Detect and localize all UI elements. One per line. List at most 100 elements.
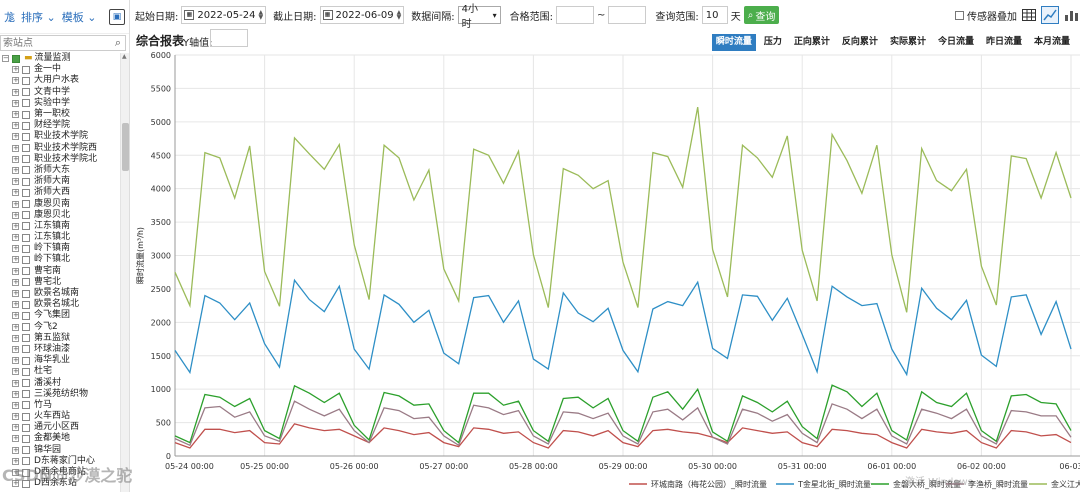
range-min-input[interactable] [556, 6, 594, 24]
range-max-input[interactable] [608, 6, 647, 24]
tree-checkbox[interactable] [22, 255, 30, 264]
expand-icon[interactable]: + [12, 389, 19, 398]
tree-item[interactable]: + 欧景名城南 [0, 288, 120, 299]
tree-checkbox[interactable] [22, 244, 30, 253]
tree-checkbox[interactable] [22, 188, 30, 197]
expand-icon[interactable]: + [12, 445, 19, 454]
tree-checkbox[interactable] [22, 222, 30, 231]
sidebar-toolbar-item[interactable]: 尨 [4, 10, 15, 24]
tree-item[interactable]: + 潘溪村 [0, 377, 120, 388]
tree-item[interactable]: + 岭下镇南 [0, 243, 120, 254]
expand-icon[interactable]: + [12, 300, 19, 309]
expand-icon[interactable]: + [12, 177, 19, 186]
tree-checkbox[interactable] [22, 65, 30, 74]
expand-icon[interactable]: + [12, 76, 19, 85]
metric-tab[interactable]: 昨日流量 [985, 37, 1022, 47]
expand-icon[interactable]: + [12, 367, 19, 376]
legend-entry[interactable]: T金星北街_瞬时流量 [797, 479, 871, 489]
tree-checkbox[interactable] [22, 121, 30, 130]
tree-item[interactable]: + 杜宅 [0, 366, 120, 377]
expand-icon[interactable]: + [12, 456, 19, 465]
tree-item[interactable]: + D西余电商站 [0, 467, 120, 478]
tree-item[interactable]: + 三溪苑纺织物 [0, 389, 120, 400]
tree-checkbox[interactable] [22, 412, 30, 421]
tree-checkbox[interactable] [22, 211, 30, 220]
scroll-up-icon[interactable]: ▲ [122, 53, 127, 60]
sort-dropdown[interactable]: 排序 ⌄ [21, 9, 56, 25]
tree-checkbox[interactable] [22, 278, 30, 287]
tree-checkbox[interactable] [22, 233, 30, 242]
tree-item[interactable]: + 财经学院 [0, 120, 120, 131]
site-search-input[interactable] [0, 35, 126, 51]
tree-checkbox[interactable] [22, 446, 30, 455]
expand-icon[interactable]: + [12, 322, 19, 331]
expand-icon[interactable]: + [12, 255, 19, 264]
bar-chart-view-icon[interactable] [1062, 6, 1080, 24]
tree-item[interactable]: + 环球油漆 [0, 344, 120, 355]
tree-item[interactable]: + 江东镇南 [0, 221, 120, 232]
query-range-input[interactable]: 10 [701, 6, 728, 24]
tree-item[interactable]: + 江东镇北 [0, 232, 120, 243]
expand-icon[interactable]: + [12, 479, 19, 488]
end-date-picker[interactable]: ▦ 2022-06-09 ▲ ▼ [319, 6, 405, 24]
expand-icon[interactable]: + [12, 434, 19, 443]
metric-tab[interactable]: 瞬时流量 [711, 34, 756, 51]
tree-item[interactable]: + 职业技术学院北 [0, 154, 120, 165]
metric-tab[interactable]: 今日流量 [937, 37, 974, 47]
legend-entry[interactable]: 金磐大桥_瞬时流量 [893, 479, 961, 489]
tree-checkbox[interactable] [22, 99, 30, 108]
tree-checkbox[interactable] [22, 166, 30, 175]
expand-icon[interactable]: + [12, 87, 19, 96]
expand-icon[interactable]: + [12, 65, 19, 74]
expand-icon[interactable]: + [12, 423, 19, 432]
sensor-overlay-toggle[interactable]: 传感器叠加 [955, 8, 1017, 23]
tree-checkbox[interactable] [22, 88, 30, 97]
tree-item[interactable]: + 浙师大东 [0, 165, 120, 176]
tree-item[interactable]: + 文青中学 [0, 87, 120, 98]
legend-entry[interactable]: 环城南路（梅花公园）_瞬时流量 [651, 479, 767, 489]
tree-item[interactable]: + 岭下镇北 [0, 254, 120, 265]
metric-tab[interactable]: 压力 [763, 37, 782, 47]
tree-checkbox[interactable] [22, 468, 30, 477]
tree-item[interactable]: + 曹宅南 [0, 266, 120, 277]
metric-tab[interactable]: 实际累计 [889, 37, 926, 47]
sidebar-scrollbar[interactable]: ▲ [120, 53, 129, 492]
interval-select[interactable]: 4小时 ▾ [457, 4, 501, 30]
expand-icon[interactable]: + [12, 143, 19, 152]
tree-checkbox[interactable] [22, 367, 30, 376]
tree-item[interactable]: + 第五监狱 [0, 333, 120, 344]
table-view-icon[interactable] [1020, 6, 1038, 24]
metric-tab[interactable]: 本月流量 [1033, 37, 1070, 47]
tree-checkbox[interactable] [22, 311, 30, 320]
expand-icon[interactable]: + [12, 132, 19, 141]
sensor-overlay-checkbox[interactable] [955, 10, 964, 20]
tree-checkbox[interactable] [22, 200, 30, 209]
tree-root-item[interactable]: − ▬ 流量监测 [0, 53, 120, 64]
tree-item[interactable]: + D东蒋家门中心 [0, 456, 120, 467]
start-date-picker[interactable]: ▦ 2022-05-24 ▲ ▼ [181, 6, 267, 24]
expand-icon[interactable]: + [12, 110, 19, 119]
tree-item[interactable]: + 实验中学 [0, 98, 120, 109]
tree-checkbox[interactable] [22, 132, 30, 141]
tree-checkbox[interactable] [22, 110, 30, 119]
spinner-icon[interactable]: ▲ ▼ [258, 9, 264, 21]
tree-item[interactable]: + 金都美地 [0, 433, 120, 444]
search-icon[interactable]: ⌕ [114, 36, 121, 49]
spinner-icon[interactable]: ▲ ▼ [396, 9, 402, 21]
tree-checkbox[interactable] [22, 457, 30, 466]
expand-icon[interactable]: + [12, 277, 19, 286]
expand-icon[interactable]: + [12, 165, 19, 174]
expand-icon[interactable]: + [12, 221, 19, 230]
template-dropdown[interactable]: 模板 ⌄ [62, 9, 97, 25]
tree-item[interactable]: + 曹宅北 [0, 277, 120, 288]
expand-icon[interactable]: + [12, 289, 19, 298]
tree-item[interactable]: + 大用户水表 [0, 75, 120, 86]
tree-item[interactable]: + 浙师大南 [0, 176, 120, 187]
expand-icon[interactable]: + [12, 311, 19, 320]
tree-checkbox[interactable] [22, 423, 30, 432]
expand-icon[interactable]: + [12, 412, 19, 421]
expand-icon[interactable]: + [12, 266, 19, 275]
tree-checkbox[interactable] [22, 155, 30, 164]
save-icon[interactable]: ▣ [109, 8, 125, 25]
metric-tab[interactable]: 正向累计 [793, 37, 830, 47]
